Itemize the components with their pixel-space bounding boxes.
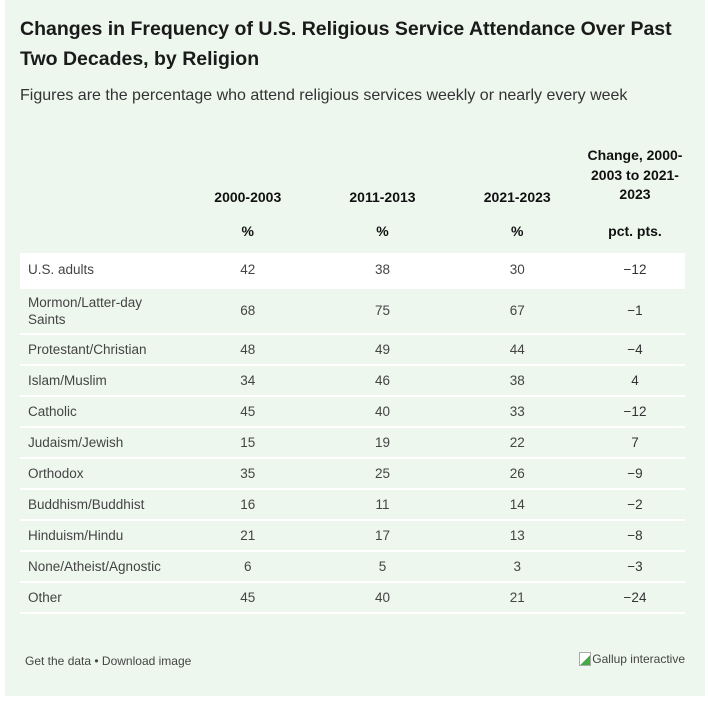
cell-value: 68 <box>180 287 316 335</box>
cell-value: 13 <box>449 519 585 552</box>
cell-value: 26 <box>449 457 585 490</box>
row-label: Mormon/Latter-day Saints <box>20 287 180 335</box>
cell-value: 21 <box>180 519 316 552</box>
cell-value: −24 <box>585 581 685 614</box>
cell-value: 46 <box>315 364 450 397</box>
unit-label <box>20 217 180 253</box>
get-data-link[interactable]: Get the data <box>25 654 92 668</box>
cell-value: 45 <box>180 581 316 614</box>
table-row: Judaism/Jewish 15 19 22 7 <box>20 426 685 459</box>
unit-label: % <box>241 222 254 239</box>
cell-value: −1 <box>585 287 685 335</box>
separator: • <box>91 654 102 668</box>
cell-value: 42 <box>180 252 316 289</box>
row-label: Judaism/Jewish <box>20 426 180 459</box>
cell-value: 16 <box>180 488 316 521</box>
cell-value: 19 <box>315 426 450 459</box>
cell-value: 40 <box>315 581 450 614</box>
row-label: Buddhism/Buddhist <box>20 488 180 521</box>
cell-value: 35 <box>180 457 316 490</box>
cell-value: 34 <box>180 364 316 397</box>
row-label: None/Atheist/Agnostic <box>20 550 180 583</box>
cell-value: 25 <box>315 457 450 490</box>
cell-value: 6 <box>180 550 316 583</box>
units-row: %%% pct. pts. <box>20 217 685 253</box>
cell-value: 38 <box>315 252 450 289</box>
cell-value: −2 <box>585 488 685 521</box>
cell-value: 17 <box>315 519 450 552</box>
cell-value: 33 <box>449 395 585 428</box>
cell-value: 21 <box>449 581 585 614</box>
row-label: Catholic <box>20 395 180 428</box>
cell-value: 45 <box>180 395 316 428</box>
gallup-logo[interactable]: Gallup interactive <box>579 652 685 666</box>
unit-label: % <box>511 222 524 239</box>
cell-value: −3 <box>585 550 685 583</box>
column-header: 2021-2023 <box>483 188 551 205</box>
table-row: Mormon/Latter-day Saints 68 75 67 −1 <box>20 287 685 335</box>
cell-value: 49 <box>315 333 450 366</box>
row-label: Orthodox <box>20 457 180 490</box>
column-header: Change, 2000-2003 to 2021-2023 <box>587 147 683 202</box>
table-row: Hinduism/Hindu 21 17 13 −8 <box>20 519 685 552</box>
table-row: None/Atheist/Agnostic 6 5 3 −3 <box>20 550 685 583</box>
cell-value: −4 <box>585 333 685 366</box>
row-label: Other <box>20 581 180 614</box>
cell-value: −12 <box>585 395 685 428</box>
cell-value: 48 <box>180 333 316 366</box>
table-row: Orthodox 35 25 26 −9 <box>20 457 685 490</box>
page-title: Changes in Frequency of U.S. Religious S… <box>20 18 672 70</box>
column-header <box>20 146 180 217</box>
cell-value: 44 <box>449 333 585 366</box>
column-header: 2000-2003 <box>214 188 282 205</box>
subtitle: Figures are the percentage who attend re… <box>20 87 628 104</box>
table-row: Islam/Muslim 34 46 38 4 <box>20 364 685 397</box>
cell-value: 40 <box>315 395 450 428</box>
cell-value: 38 <box>449 364 585 397</box>
table-row: U.S. adults 42 38 30 −12 <box>20 252 685 289</box>
cell-value: 5 <box>315 550 450 583</box>
cell-value: 75 <box>315 287 450 335</box>
gallup-logo-alt: Gallup interactive <box>592 652 685 666</box>
unit-label: pct. pts. <box>608 222 662 239</box>
table-row: Other 45 40 21 −24 <box>20 581 685 614</box>
footer-links: Get the data • Download image <box>25 654 191 668</box>
cell-value: 14 <box>449 488 585 521</box>
row-label: Protestant/Christian <box>20 333 180 366</box>
cell-value: 4 <box>585 364 685 397</box>
download-image-link[interactable]: Download image <box>101 654 192 668</box>
cell-value: 22 <box>449 426 585 459</box>
column-header: 2011-2013 <box>349 188 416 205</box>
row-label: U.S. adults <box>20 252 180 289</box>
cell-value: 15 <box>180 426 316 459</box>
cell-value: 11 <box>315 488 450 521</box>
unit-label: % <box>376 222 389 239</box>
row-label: Hinduism/Hindu <box>20 519 180 552</box>
cell-value: −8 <box>585 519 685 552</box>
cell-value: 30 <box>449 252 585 289</box>
broken-image-icon <box>579 652 592 666</box>
table-row: Buddhism/Buddhist 16 11 14 −2 <box>20 488 685 521</box>
cell-value: 67 <box>449 287 585 335</box>
cell-value: 3 <box>449 550 585 583</box>
table-row: Catholic 45 40 33 −12 <box>20 395 685 428</box>
table-row: Protestant/Christian 48 49 44 −4 <box>20 333 685 366</box>
cell-value: −12 <box>585 252 685 289</box>
data-table: 2000-2003 2011-2013 2021-2023 Change, 2000-… <box>20 146 685 614</box>
header-row: 2000-2003 2011-2013 2021-2023 Change, 2000-… <box>20 146 685 217</box>
row-label: Islam/Muslim <box>20 364 180 397</box>
cell-value: −9 <box>585 457 685 490</box>
cell-value: 7 <box>585 426 685 459</box>
